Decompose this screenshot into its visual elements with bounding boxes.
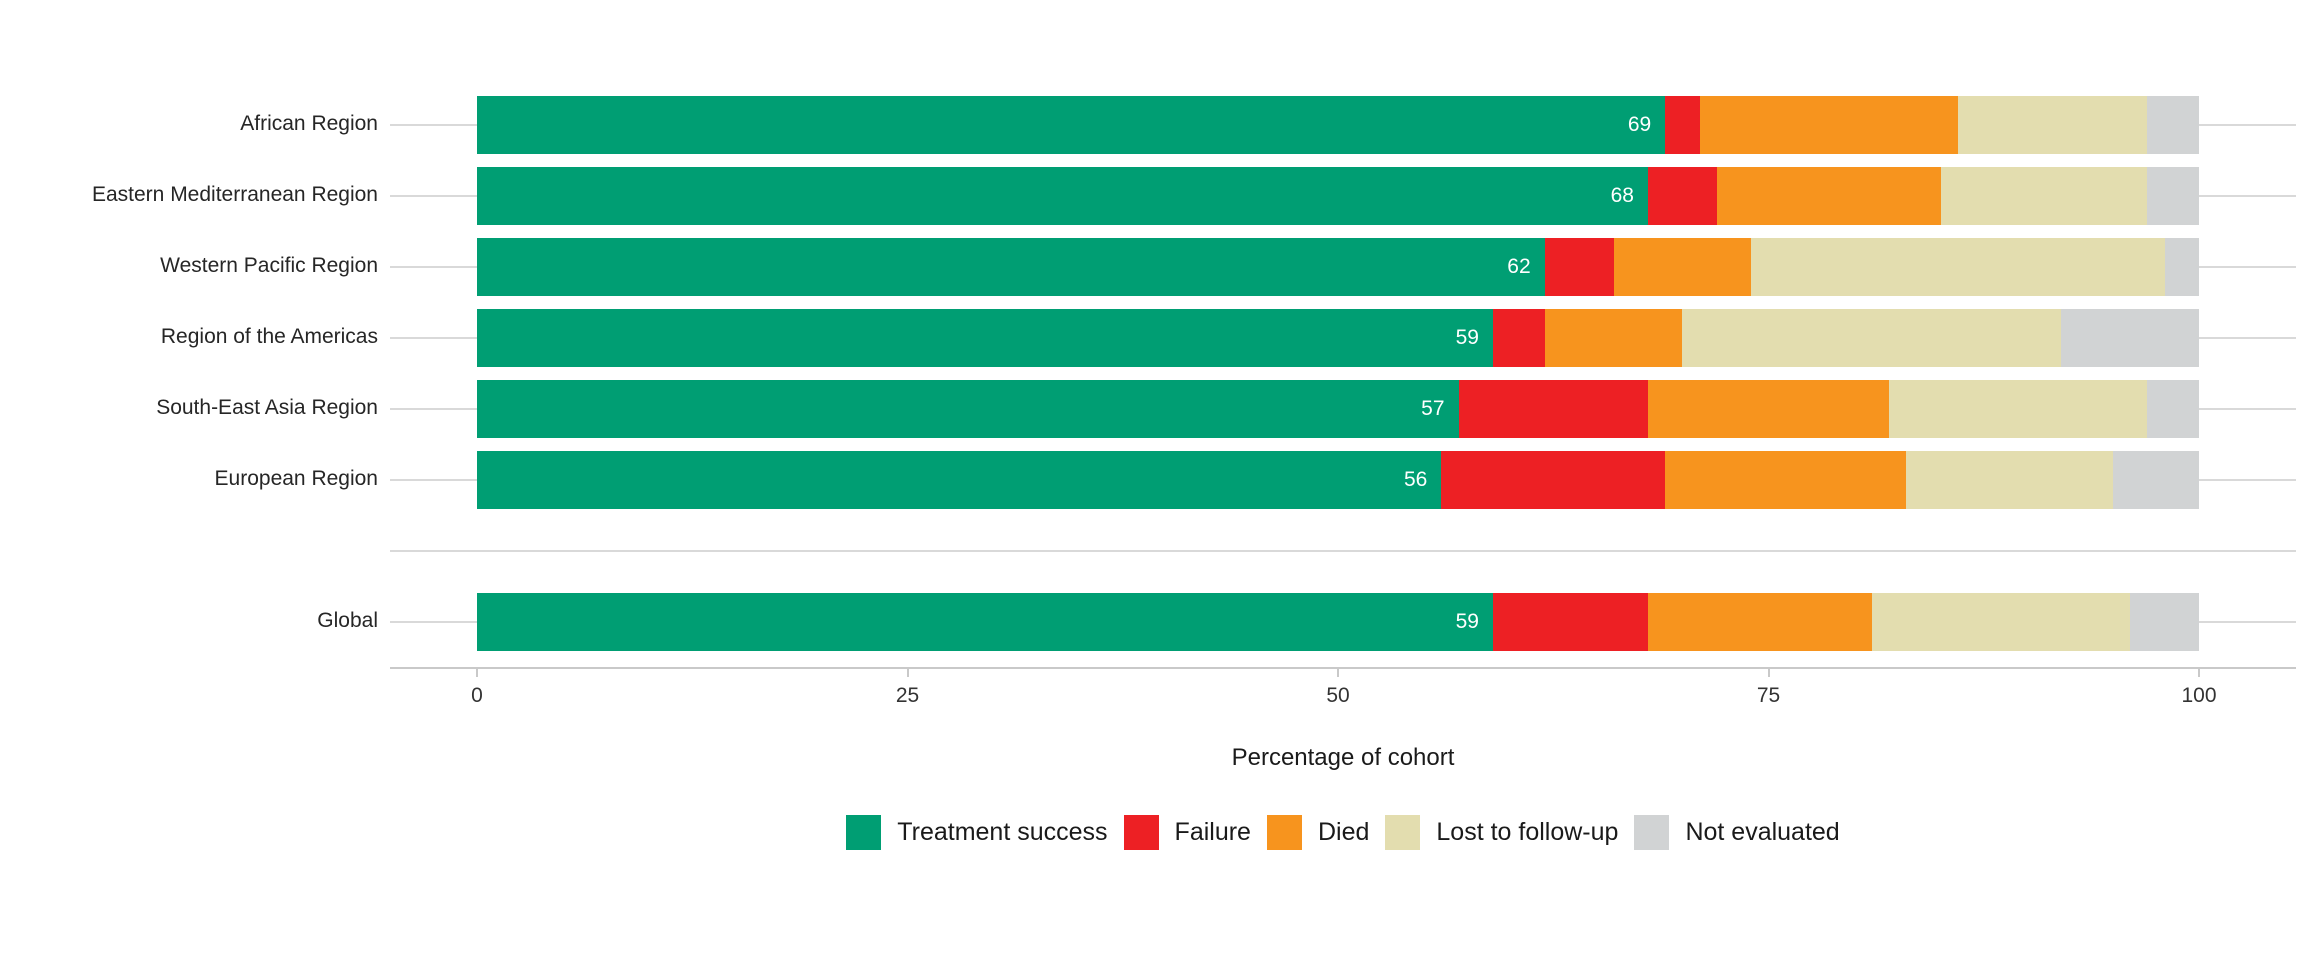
x-tick-label: 100 [2181,684,2217,707]
bar-segment-died [1647,593,1872,651]
bar-segment-treatment-success [477,167,1648,225]
legend-item-not-evaluated: Not evaluated [1634,815,1840,850]
legend-item-failure: Failure [1123,815,1251,850]
legend-item-lost-to-follow-up: Lost to follow-up [1385,815,1618,850]
x-tick-label: 75 [1756,684,1781,707]
legend-swatch-died [1266,815,1302,850]
bar-segment-treatment-success [477,96,1666,154]
legend-label-treatment-success: Treatment success [897,818,1108,846]
bar-value-label: 59 [1455,610,1479,633]
x-tick-mark [1337,669,1339,677]
bar-segment-failure [1441,451,1666,509]
legend-label-died: Died [1317,818,1370,846]
bar-segment-lost-to-follow-up [1957,96,2148,154]
bar-segment-failure [1458,380,1648,438]
legend-swatch-lost-to-follow-up [1385,815,1421,850]
x-tick-mark [2198,669,2200,677]
legend: Treatment success Failure Died Lost to foll… [390,815,2296,850]
category-label-region-of-the-americas: Region of the Americas [160,325,378,348]
bar-segment-not-evaluated [2130,593,2199,651]
x-tick-mark [906,669,909,677]
bar-segment-lost-to-follow-up [1940,167,2148,225]
x-tick-label: 0 [471,684,483,707]
legend-label-lost-to-follow-up: Lost to follow-up [1436,818,1619,846]
x-axis-line [390,667,2296,669]
bar-value-label: 68 [1610,184,1634,207]
category-label-western-pacific-region: Western Pacific Region [160,254,378,277]
bar-segment-failure [1665,96,1700,154]
legend-swatch-failure [1123,815,1159,850]
bar-segment-lost-to-follow-up [1889,380,2148,438]
bar-segment-died [1613,238,1752,296]
bar-segment-failure [1647,167,1717,225]
bar-segment-not-evaluated [2147,380,2199,438]
bar-value-label: 56 [1403,468,1428,491]
bar-segment-failure [1544,238,1614,296]
legend-label-not-evaluated: Not evaluated [1685,818,1840,846]
bar-segment-died [1665,451,1907,509]
bar-value-label: 69 [1627,113,1652,136]
horizontal-gridline [390,550,2296,552]
x-axis-title: Percentage of cohort [1231,744,1455,771]
bar-segment-not-evaluated [2147,167,2199,225]
bar-segment-failure [1492,309,1545,367]
bar-segment-treatment-success [477,451,1442,509]
bar-segment-lost-to-follow-up [1682,309,2062,367]
bar-segment-lost-to-follow-up [1751,238,2165,296]
bar-segment-not-evaluated [2147,96,2199,154]
bar-segment-treatment-success [477,238,1545,296]
bar-segment-died [1647,380,1890,438]
category-label-south-east-asia-region: South-East Asia Region [156,396,378,419]
legend-item-died: Died [1266,815,1370,850]
bar-segment-died [1699,96,1958,154]
x-tick-label: 25 [895,684,920,707]
legend-swatch-not-evaluated [1634,815,1670,850]
bar-segment-not-evaluated [2164,238,2199,296]
category-label-european-region: European Region [214,467,378,490]
bar-value-label: 57 [1421,397,1445,420]
legend-label-failure: Failure [1174,818,1251,846]
x-tick-label: 50 [1326,684,1350,707]
category-label-global: Global [317,609,378,632]
x-tick-mark [476,669,478,677]
bar-segment-treatment-success [477,593,1493,651]
bar-value-label: 62 [1507,255,1531,278]
x-tick-mark [1767,669,1770,677]
legend-item-treatment-success: Treatment success [846,815,1108,850]
bar-segment-treatment-success [477,309,1493,367]
bar-segment-not-evaluated [2061,309,2199,367]
bar-segment-not-evaluated [2112,451,2199,509]
bar-segment-died [1716,167,1941,225]
bar-segment-died [1544,309,1683,367]
bar-segment-failure [1492,593,1648,651]
category-label-eastern-mediterranean-region: Eastern Mediterranean Region [91,183,378,206]
bar-segment-lost-to-follow-up [1871,593,2131,651]
bar-segment-lost-to-follow-up [1906,451,2113,509]
bar-value-label: 59 [1455,326,1479,349]
legend-swatch-treatment-success [846,815,882,850]
bar-segment-treatment-success [477,380,1459,438]
category-label-african-region: African Region [240,112,378,135]
